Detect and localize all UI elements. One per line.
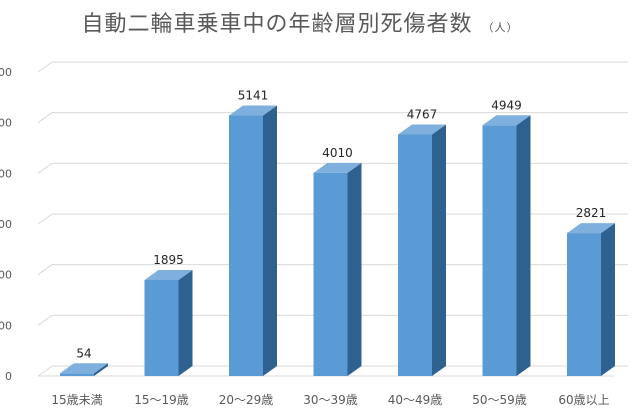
bar <box>60 363 108 376</box>
data-label: 2821 <box>576 206 607 220</box>
bar <box>313 162 362 376</box>
data-label: 5141 <box>238 89 269 103</box>
bar <box>482 115 531 376</box>
data-label: 4010 <box>322 146 353 160</box>
x-category-label: 30～39歳 <box>303 393 358 407</box>
gridline-diagonal <box>37 162 53 174</box>
x-category-label: 60歳以上 <box>558 393 609 407</box>
gridline-diagonal <box>37 213 53 225</box>
bar-top <box>60 363 108 374</box>
bar-front <box>398 134 432 376</box>
bar-front <box>144 279 179 376</box>
gridline-diagonal <box>37 61 53 73</box>
data-labels: 54 1895 5141 4010 4767 4949 2821 <box>76 89 606 361</box>
chart-title: 自動二輪車乗車中の年齢層別死傷者数 （人） <box>0 6 600 38</box>
x-axis-categories: 15歳未満 15～19歳 20～29歳 30～39歳 40～49歳 50～59歳 60歳以上 <box>51 393 609 407</box>
bar-top <box>398 124 446 135</box>
chart-unit-label: （人） <box>482 21 519 34</box>
data-label: 4767 <box>407 107 438 121</box>
chart-title-text: 自動二輪車乗車中の年齢層別死傷者数 <box>81 12 473 37</box>
bar-side <box>347 162 362 376</box>
gridline-diagonal <box>37 365 53 377</box>
bar-side <box>601 223 615 376</box>
bar-front <box>313 172 348 376</box>
y-tick-label: 5000 <box>0 117 12 130</box>
y-tick-label: 0 <box>5 370 12 383</box>
bars <box>60 105 615 376</box>
data-label: 1895 <box>153 253 184 267</box>
gridline-diagonal <box>37 264 53 276</box>
bar-front <box>567 233 601 376</box>
data-label: 54 <box>76 346 91 360</box>
y-tick-label: 6000 <box>0 66 12 79</box>
x-category-label: 15～19歳 <box>134 393 189 407</box>
x-category-label: 15歳未満 <box>51 393 102 407</box>
bar <box>229 105 277 376</box>
bar-front <box>482 125 517 376</box>
bar <box>398 124 446 376</box>
x-category-label: 40～49歳 <box>388 393 443 407</box>
bar-side <box>178 269 193 376</box>
y-tick-label: 2000 <box>0 269 12 282</box>
gridline-diagonal <box>37 314 53 326</box>
bar-top <box>567 223 615 234</box>
bar-top <box>144 269 193 280</box>
y-tick-label: 1000 <box>0 319 12 332</box>
y-axis-ticks: 0 1000 2000 3000 4000 5000 6000 <box>0 66 12 383</box>
bar-top <box>313 162 362 173</box>
bar <box>567 223 615 376</box>
bar-front <box>229 115 263 376</box>
bar-side <box>516 115 531 376</box>
y-tick-label: 3000 <box>0 218 12 231</box>
bar-side <box>432 124 446 376</box>
bar-side <box>263 105 277 376</box>
bar-top <box>482 115 531 126</box>
bar <box>144 269 193 376</box>
bar-top <box>229 105 277 116</box>
bar-front <box>60 373 94 376</box>
x-category-label: 20～29歳 <box>219 393 274 407</box>
data-label: 4949 <box>491 98 522 112</box>
gridline-diagonal <box>37 112 53 124</box>
x-category-label: 50～59歳 <box>472 393 527 407</box>
y-tick-label: 4000 <box>0 167 12 180</box>
bar-side <box>94 363 108 376</box>
